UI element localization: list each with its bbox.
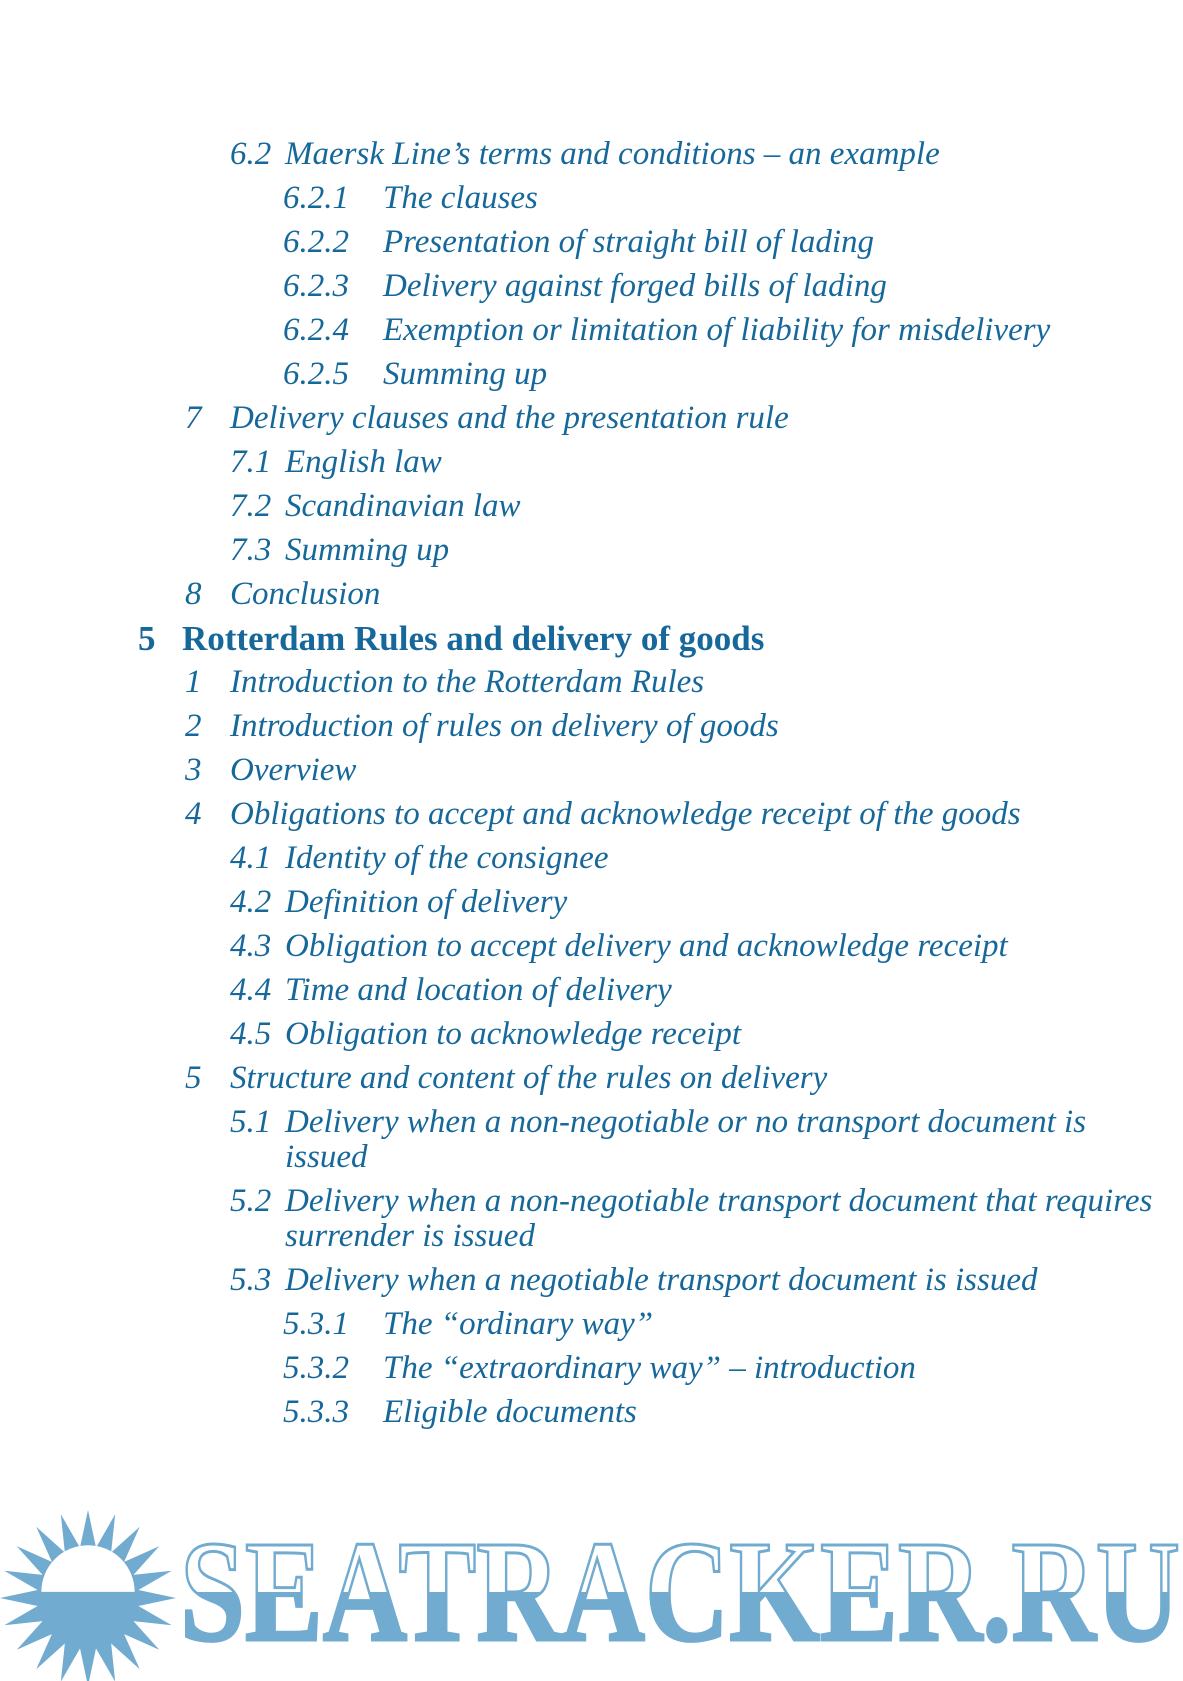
toc-entry: 2 Introduction of rules on delivery of go… <box>0 709 1183 744</box>
toc-entry-text: Delivery against forged bills of lading <box>383 268 887 304</box>
toc-entry: 6.2.4 Exemption or limitation of liabilit… <box>0 313 1183 348</box>
toc-entry-text-continuation: issued <box>285 1139 368 1175</box>
toc-entry: 5.2 Delivery when a non-negotiable transp… <box>0 1184 1183 1254</box>
toc-entry: 4.3 Obligation to accept delivery and ack… <box>0 929 1183 964</box>
toc-entry-text: Maersk Line’s terms and conditions – an … <box>285 136 940 172</box>
toc-entry-text: Time and location of delivery <box>285 972 672 1008</box>
toc-entry-text: Delivery when a negotiable transport doc… <box>285 1262 1038 1298</box>
toc-entry-number: 6.2.2 <box>283 224 349 260</box>
toc-entry: 5.3.3 Eligible documents <box>0 1395 1183 1430</box>
toc-entry-text: Identity of the consignee <box>285 840 609 876</box>
toc-entry: 5 Structure and content of the rules on d… <box>0 1061 1183 1096</box>
toc-entry-number: 5.3 <box>230 1262 272 1298</box>
toc-entry: 6.2.1 The clauses <box>0 181 1183 216</box>
toc-entry-number: 8 <box>185 576 202 612</box>
toc-entry-number: 3 <box>185 752 202 788</box>
toc-entry-number: 5.1 <box>230 1104 272 1140</box>
toc-entry-text: Summing up <box>285 532 450 568</box>
toc-entry-text: The “extraordinary way” – introduction <box>383 1350 916 1386</box>
seatracker-logo: SEATRACKER.RU <box>179 1511 1182 1674</box>
toc-entry-text: Obligations to accept and acknowledge re… <box>230 796 1021 832</box>
toc-entry-text: Obligation to acknowledge receipt <box>285 1016 742 1052</box>
toc-entry-number: 4.2 <box>230 884 272 920</box>
toc-entry-text: Introduction of rules on delivery of goo… <box>230 708 779 744</box>
toc-entry: 5.3.2 The “extraordinary way” – introduct… <box>0 1351 1183 1386</box>
toc-entry: 6.2.5 Summing up <box>0 357 1183 392</box>
toc-entry: 5.1 Delivery when a non-negotiable or no … <box>0 1105 1183 1175</box>
toc-entry: 5.3 Delivery when a negotiable transport … <box>0 1263 1183 1298</box>
toc-entry-number: 4 <box>185 796 202 832</box>
toc-entry-text: Exemption or limitation of liability for… <box>383 312 1051 348</box>
toc-entry-text: Eligible documents <box>383 1394 637 1430</box>
toc-entry: 7.2 Scandinavian law <box>0 489 1183 524</box>
toc-entry-text: Definition of delivery <box>285 884 568 920</box>
toc-entry: 4.5 Obligation to acknowledge receipt <box>0 1017 1183 1052</box>
toc-entry: 4 Obligations to accept and acknowledge r… <box>0 797 1183 832</box>
toc-entry-number: 5.3.1 <box>283 1306 349 1342</box>
toc-entry-number: 2 <box>185 708 202 744</box>
toc-entry-number: 6.2.1 <box>283 180 349 216</box>
toc-entry-text: The clauses <box>383 180 538 216</box>
toc-entry-number: 4.4 <box>230 972 272 1008</box>
toc-entry-text: The “ordinary way” <box>383 1306 654 1342</box>
sun-icon <box>0 1510 176 1681</box>
toc-entry: 7.1 English law <box>0 445 1183 480</box>
toc-entry-text: Delivery clauses and the presentation ru… <box>230 400 789 436</box>
toc-entry-text: Presentation of straight bill of lading <box>383 224 875 260</box>
toc-entry: 8 Conclusion <box>0 577 1183 612</box>
toc-entry-text: Introduction to the Rotterdam Rules <box>230 664 705 700</box>
toc-entry-number: 4.5 <box>230 1016 272 1052</box>
toc-entry: 5 Rotterdam Rules and delivery of goods <box>0 621 1183 656</box>
toc-entry: 6.2.2 Presentation of straight bill of la… <box>0 225 1183 260</box>
toc-entry-text: Delivery when a non-negotiable transport… <box>285 1183 1153 1219</box>
seatracker-logo-text: SEATRACKER.RU <box>180 1512 1180 1672</box>
toc-entry-text: Delivery when a non-negotiable or no tra… <box>285 1104 1087 1140</box>
toc-entry: 6.2 Maersk Line’s terms and conditions – … <box>0 137 1183 172</box>
toc-entry-number: 5.3.2 <box>283 1350 349 1386</box>
toc-entry-number: 1 <box>185 664 202 700</box>
toc-entry: 5.3.1 The “ordinary way” <box>0 1307 1183 1342</box>
toc-entry-number: 6.2 <box>230 136 272 172</box>
toc-entry-text: Structure and content of the rules on de… <box>230 1060 828 1096</box>
toc-entry: 7 Delivery clauses and the presentation r… <box>0 401 1183 436</box>
toc-entry-number: 7.2 <box>230 488 272 524</box>
toc-entry-number: 5.2 <box>230 1183 272 1219</box>
toc-entry: 4.1 Identity of the consignee <box>0 841 1183 876</box>
toc-entry: 3 Overview <box>0 753 1183 788</box>
toc-entry: 4.4 Time and location of delivery <box>0 973 1183 1008</box>
toc-entry-number: 6.2.5 <box>283 356 349 392</box>
table-of-contents: 6.2 Maersk Line’s terms and conditions – … <box>0 137 1183 1439</box>
toc-entry-number: 5 <box>138 619 156 658</box>
toc-entry: 1 Introduction to the Rotterdam Rules <box>0 665 1183 700</box>
toc-entry-text: Scandinavian law <box>285 488 521 524</box>
toc-entry-text: Conclusion <box>230 576 381 612</box>
toc-entry-number: 4.1 <box>230 840 272 876</box>
toc-entry-number: 6.2.3 <box>283 268 349 304</box>
toc-entry-number: 7 <box>185 400 202 436</box>
toc-entry-text: Overview <box>230 752 357 788</box>
toc-entry-number: 7.1 <box>230 444 272 480</box>
toc-entry-number: 6.2.4 <box>283 312 349 348</box>
toc-entry-number: 4.3 <box>230 928 272 964</box>
toc-entry-number: 5.3.3 <box>283 1394 349 1430</box>
toc-entry: 6.2.3 Delivery against forged bills of la… <box>0 269 1183 304</box>
toc-entry-text-continuation: surrender is issued <box>285 1218 535 1254</box>
toc-entry-number: 5 <box>185 1060 202 1096</box>
toc-entry-number: 7.3 <box>230 532 272 568</box>
toc-entry-text: Summing up <box>383 356 548 392</box>
toc-entry: 7.3 Summing up <box>0 533 1183 568</box>
toc-entry-text: English law <box>285 444 442 480</box>
seatracker-watermark: SEATRACKER.RU <box>0 1490 1183 1681</box>
toc-entry: 4.2 Definition of delivery <box>0 885 1183 920</box>
toc-entry-text: Obligation to accept delivery and acknow… <box>285 928 1008 964</box>
toc-entry-text: Rotterdam Rules and delivery of goods <box>182 619 765 658</box>
